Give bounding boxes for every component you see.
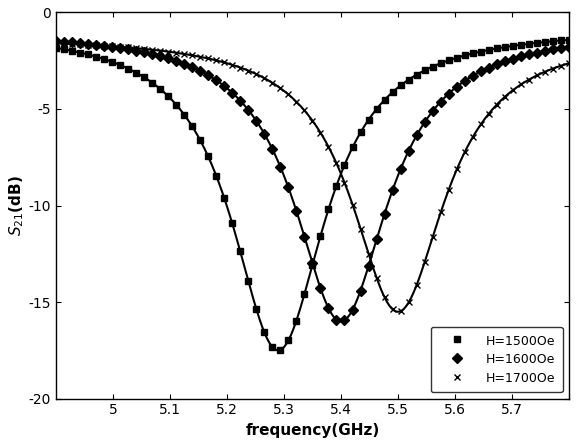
H=1500Oe: [52, 45, 59, 50]
Line: H=1500Oe: H=1500Oe: [52, 36, 573, 353]
H=1500Oe: [173, 102, 180, 107]
H=1700Oe: [550, 66, 556, 71]
X-axis label: frequency(GHz): frequency(GHz): [245, 423, 380, 438]
H=1700Oe: [397, 308, 404, 314]
H=1700Oe: [204, 56, 211, 61]
Line: H=1600Oe: H=1600Oe: [52, 37, 573, 324]
H=1600Oe: [173, 58, 180, 64]
H=1500Oe: [325, 207, 332, 212]
H=1600Oe: [204, 73, 211, 78]
H=1700Oe: [173, 50, 180, 55]
H=1500Oe: [269, 344, 276, 350]
H=1600Oe: [566, 44, 573, 50]
H=1600Oe: [502, 59, 509, 64]
H=1600Oe: [550, 47, 556, 52]
H=1500Oe: [502, 44, 509, 50]
H=1500Oe: [550, 39, 556, 44]
H=1700Oe: [566, 61, 573, 66]
Legend: H=1500Oe, H=1600Oe, H=1700Oe: H=1500Oe, H=1600Oe, H=1700Oe: [431, 327, 563, 392]
H=1700Oe: [317, 130, 324, 135]
H=1700Oe: [269, 80, 276, 85]
H=1700Oe: [52, 40, 59, 46]
H=1500Oe: [566, 37, 573, 43]
H=1600Oe: [52, 38, 59, 44]
H=1500Oe: [277, 347, 284, 352]
Y-axis label: $S_{21}$(dB): $S_{21}$(dB): [7, 175, 26, 236]
H=1600Oe: [341, 318, 348, 323]
Line: H=1700Oe: H=1700Oe: [52, 40, 573, 315]
H=1600Oe: [317, 285, 324, 291]
H=1500Oe: [204, 154, 211, 159]
H=1700Oe: [502, 94, 509, 99]
H=1600Oe: [269, 146, 276, 152]
